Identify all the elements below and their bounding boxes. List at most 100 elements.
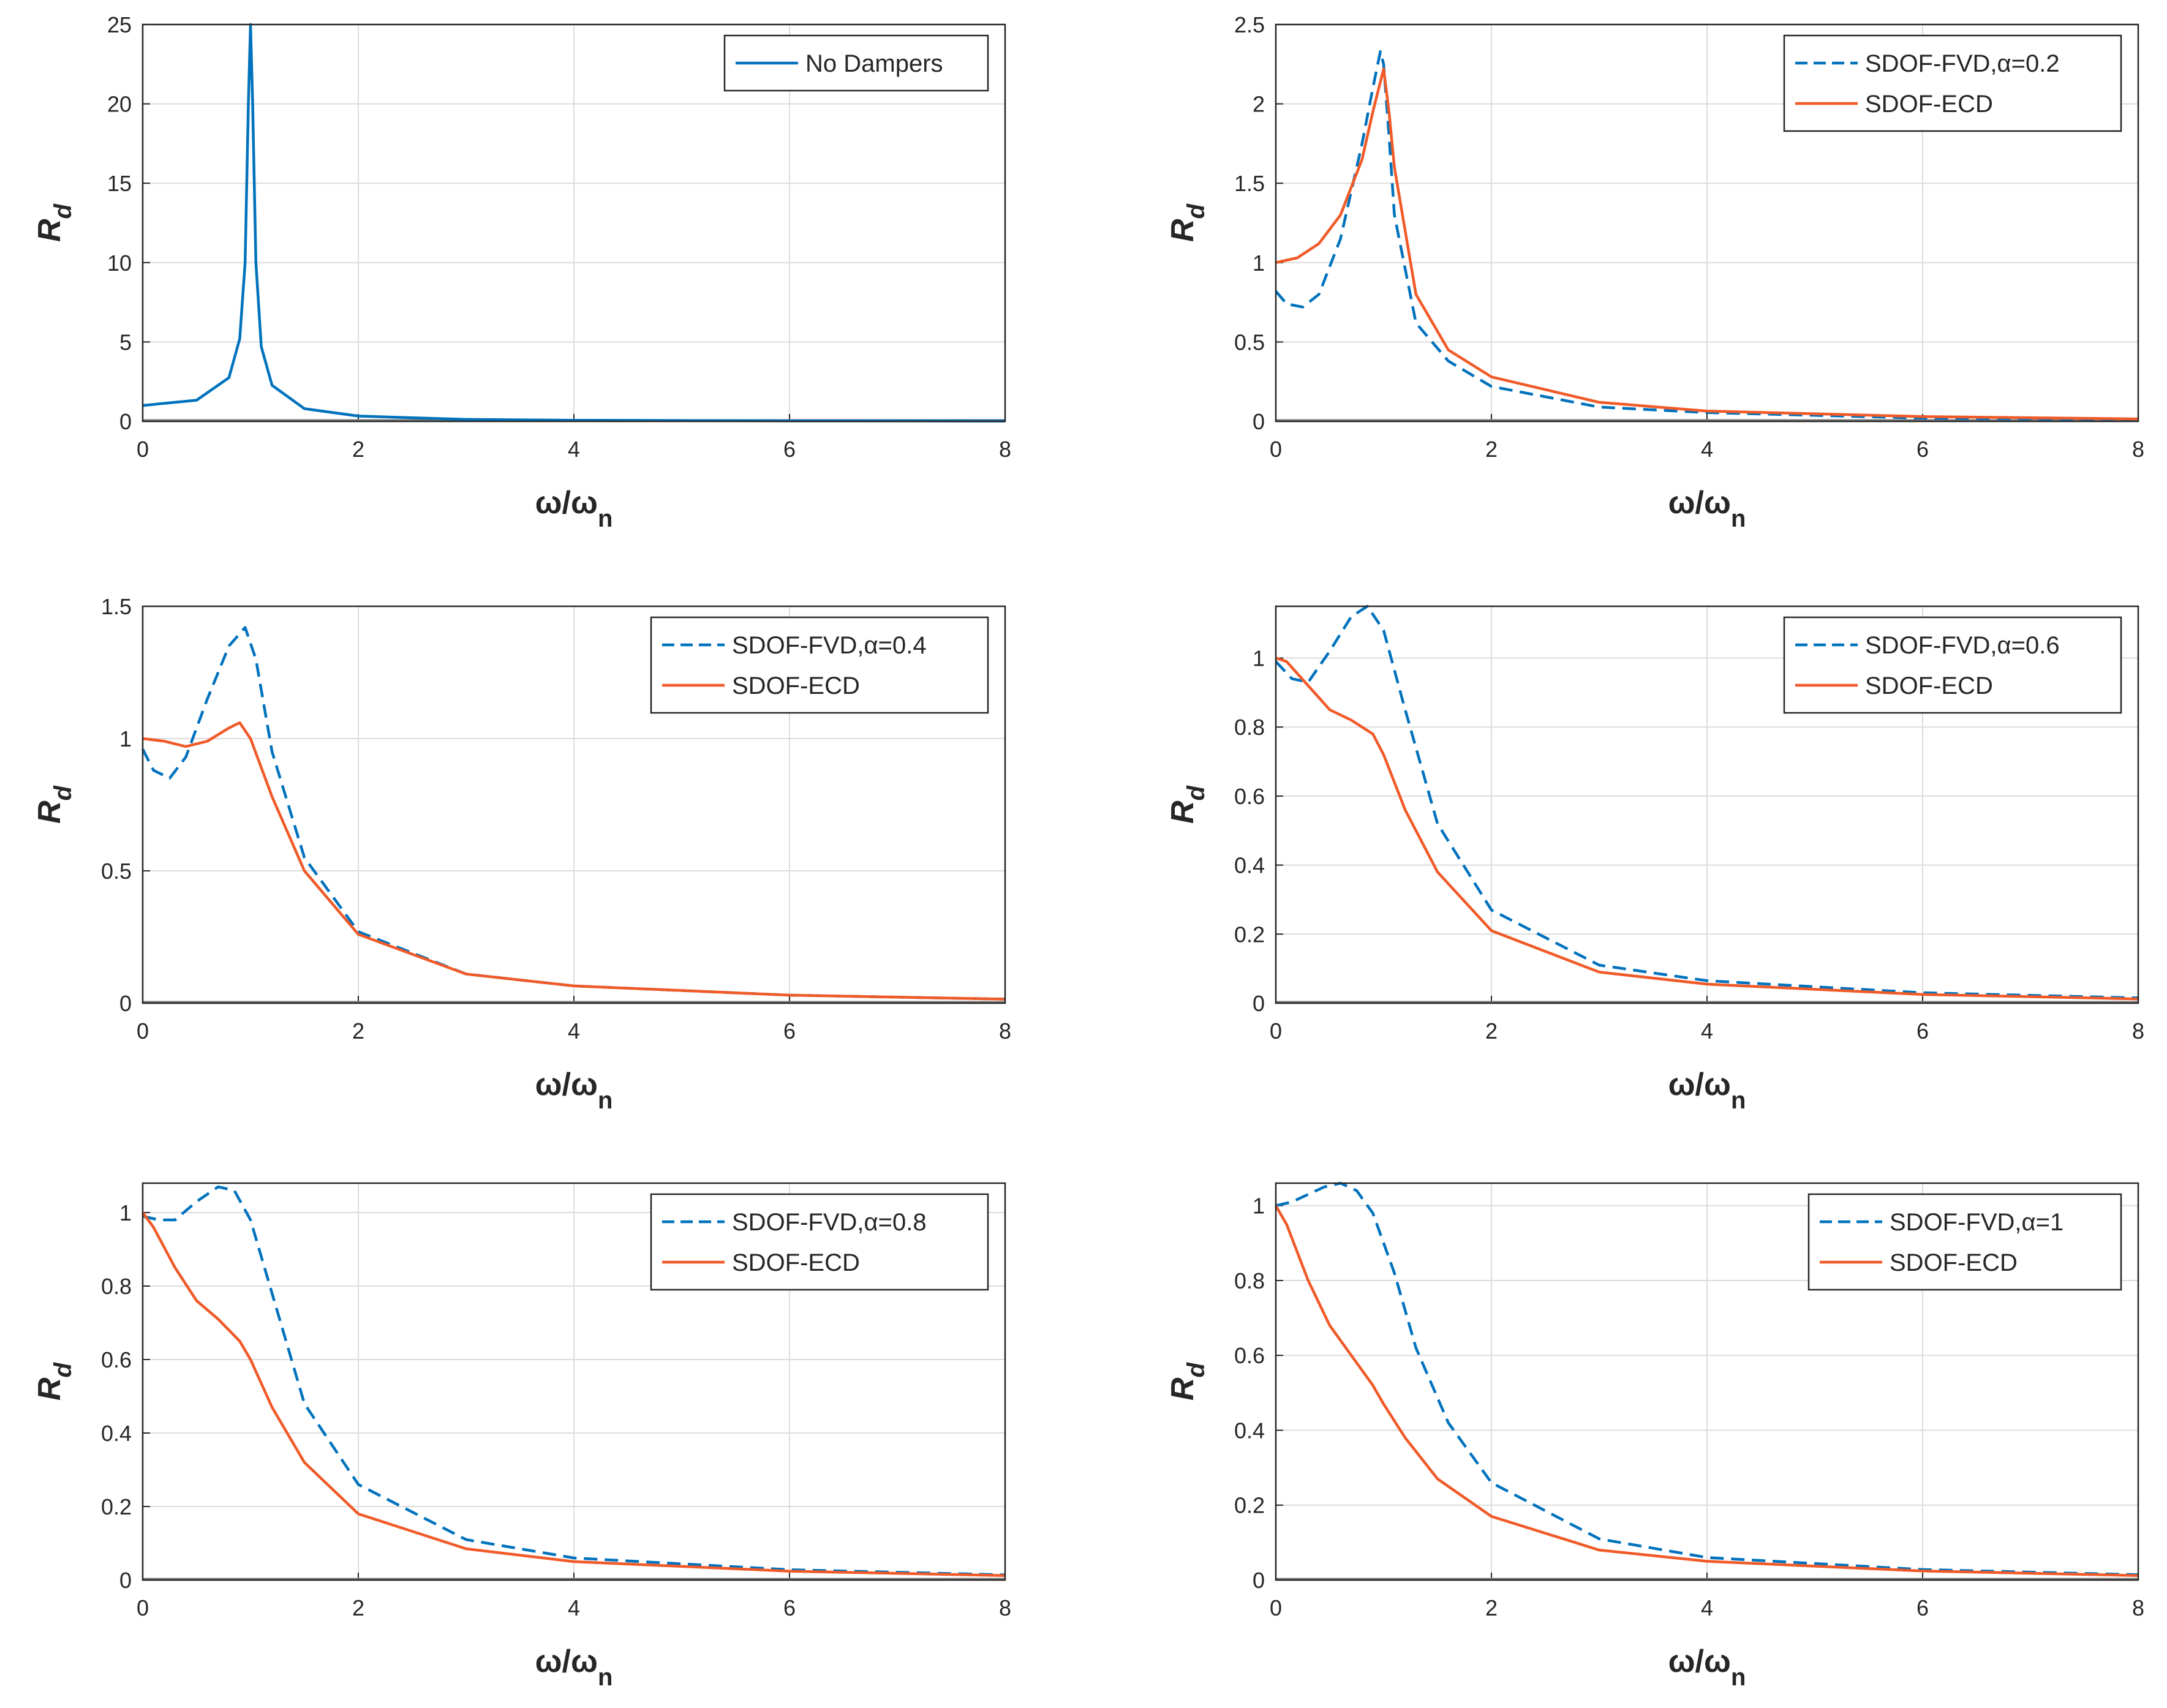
x-tick-label: 6 bbox=[1916, 437, 1929, 462]
legend-box bbox=[1807, 1193, 2122, 1291]
y-tick-label: 0 bbox=[1253, 1568, 1265, 1593]
y-tick-label: 1.5 bbox=[101, 594, 132, 619]
y-axis-label: Rd bbox=[1165, 1361, 1210, 1401]
y-tick-label: 0.8 bbox=[1234, 1268, 1265, 1293]
x-tick-label: 4 bbox=[1701, 1595, 1713, 1620]
x-tick-label: 4 bbox=[568, 1595, 580, 1620]
x-tick-label: 8 bbox=[2132, 1018, 2144, 1044]
x-tick-label: 0 bbox=[137, 1018, 149, 1044]
y-tick-label: 0 bbox=[119, 1568, 132, 1593]
series-line-ecd bbox=[1275, 656, 2139, 1001]
legend-label: SDOF-ECD bbox=[732, 1249, 860, 1276]
legend-label: SDOF-ECD bbox=[1865, 91, 1993, 118]
x-tick-label: 0 bbox=[1270, 437, 1282, 462]
legend: SDOF-FVD,α=0.8 SDOF-ECD bbox=[650, 1193, 989, 1291]
x-tick-label: 0 bbox=[1270, 1595, 1282, 1620]
x-tick-label: 6 bbox=[783, 1018, 796, 1044]
y-tick-label: 1 bbox=[1253, 250, 1265, 276]
y-tick-label: 2.5 bbox=[1234, 12, 1265, 37]
axes-box bbox=[141, 605, 1006, 1004]
x-tick-label: 0 bbox=[1270, 1018, 1282, 1044]
x-tick-label: 2 bbox=[352, 1595, 364, 1620]
legend: SDOF-FVD,α=0.2 SDOF-ECD bbox=[1783, 34, 2122, 132]
legend-label: SDOF-ECD bbox=[732, 672, 860, 699]
legend-box bbox=[650, 1193, 989, 1291]
y-tick-label: 0 bbox=[1253, 409, 1265, 434]
legend-label: SDOF-FVD,α=1 bbox=[1890, 1209, 2063, 1236]
y-tick-label: 0.2 bbox=[101, 1494, 132, 1519]
x-axis-label: ω/ωn bbox=[535, 1644, 613, 1691]
axes-box bbox=[1275, 1182, 2139, 1581]
subplot-4: 0 2 4 6 800.20.40.60.81ω/ωnRdSDOF-FVD,α=0.6S… bbox=[1165, 604, 2144, 1114]
x-tick-label: 6 bbox=[1916, 1595, 1929, 1620]
x-tick-label: 2 bbox=[1485, 1595, 1498, 1620]
x-tick-label: 2 bbox=[1485, 437, 1498, 462]
y-tick-label: 0.4 bbox=[101, 1421, 132, 1446]
legend-label: SDOF-FVD,α=0.2 bbox=[1865, 50, 2060, 77]
y-axis-label: Rd bbox=[1165, 203, 1210, 242]
x-tick-label: 6 bbox=[783, 437, 796, 462]
series-line-fvd bbox=[1275, 604, 2139, 999]
subplot-2: 0 2 4 6 800.511.522.5ω/ωnRdSDOF-FVD,α=0.2SDO… bbox=[1165, 12, 2144, 532]
x-tick-label: 8 bbox=[2132, 1595, 2144, 1620]
y-tick-label: 15 bbox=[107, 171, 132, 196]
x-tick-label: 2 bbox=[352, 437, 364, 462]
x-axis-label: ω/ωn bbox=[1668, 1067, 1746, 1114]
y-tick-label: 0.6 bbox=[1234, 1343, 1265, 1368]
axes-box bbox=[141, 23, 1006, 423]
x-tick-label: 0 bbox=[137, 437, 149, 462]
x-axis-label: ω/ωn bbox=[1668, 485, 1746, 532]
y-tick-label: 1 bbox=[119, 726, 132, 751]
y-tick-label: 0.5 bbox=[1234, 329, 1265, 355]
axes-box bbox=[1275, 23, 2139, 423]
legend-box bbox=[650, 616, 989, 714]
legend: No Dampers bbox=[723, 34, 989, 92]
y-tick-label: 0.6 bbox=[1234, 784, 1265, 809]
y-tick-label: 0.6 bbox=[101, 1347, 132, 1372]
legend-label: SDOF-FVD,α=0.8 bbox=[732, 1209, 927, 1236]
y-tick-label: 2 bbox=[1253, 92, 1265, 117]
y-axis-label: Rd bbox=[32, 203, 77, 242]
series-line-ecd bbox=[1275, 67, 2139, 421]
y-axis-label: Rd bbox=[1165, 784, 1210, 824]
subplot-1: 0 2 4 6 8 0 5 10 15 20 25 ω/ωn Rd No Dampers bbox=[32, 12, 1011, 532]
y-tick-label: 0 bbox=[1253, 991, 1265, 1016]
legend-label: SDOF-FVD,α=0.4 bbox=[732, 632, 927, 659]
series-line-fvd bbox=[1275, 50, 2139, 421]
x-tick-label: 4 bbox=[1701, 437, 1713, 462]
y-tick-label: 1 bbox=[119, 1200, 132, 1225]
y-tick-label: 0.4 bbox=[1234, 1418, 1265, 1443]
axes-box bbox=[1275, 605, 2139, 1004]
y-tick-label: 1.5 bbox=[1234, 171, 1265, 196]
legend: SDOF-FVD,α=0.4 SDOF-ECD bbox=[650, 616, 989, 714]
x-tick-label: 4 bbox=[568, 437, 580, 462]
series-line-fvd bbox=[142, 1185, 1006, 1576]
y-tick-label: 10 bbox=[107, 250, 132, 276]
legend: SDOF-FVD,α=1 SDOF-ECD bbox=[1807, 1193, 2122, 1291]
y-tick-label: 0 bbox=[119, 409, 132, 434]
axes-box bbox=[141, 1182, 1006, 1581]
series-line-ecd bbox=[141, 1211, 1006, 1578]
legend-box bbox=[1783, 34, 2122, 132]
y-tick-label: 1 bbox=[1253, 646, 1265, 671]
x-tick-label: 2 bbox=[352, 1018, 364, 1044]
y-tick-label: 0.8 bbox=[101, 1274, 132, 1299]
series-line-fvd bbox=[1275, 1181, 2139, 1576]
y-tick-label: 0.8 bbox=[1234, 715, 1265, 740]
subplot-3: 0 2 4 6 8 0 0.5 1 1.5 ω/ωn Rd SDOF-FVD,α=0.4 SDOF-EC… bbox=[32, 594, 1011, 1114]
subplot-6: 0 2 4 6 8 0 0.2 0.4 0.6 0.8 1 ω/ωn Rd SDOF-FVD,α=1SDO… bbox=[1165, 1181, 2144, 1691]
x-axis-label: ω/ωn bbox=[1668, 1644, 1746, 1691]
legend-label: SDOF-FVD,α=0.6 bbox=[1865, 632, 2060, 659]
series-line-ecd bbox=[1275, 1205, 2139, 1577]
x-tick-label: 6 bbox=[1916, 1018, 1929, 1044]
x-tick-label: 8 bbox=[999, 1018, 1011, 1044]
y-tick-label: 0.2 bbox=[1234, 1493, 1265, 1518]
x-axis-label: ω/ωn bbox=[535, 1067, 613, 1114]
series-line-no-dampers bbox=[142, 23, 1006, 423]
y-axis-label: Rd bbox=[32, 1361, 77, 1401]
y-tick-label: 0.4 bbox=[1234, 853, 1265, 878]
legend-box bbox=[1783, 616, 2122, 714]
x-tick-label: 2 bbox=[1485, 1018, 1498, 1044]
y-tick-label: 1 bbox=[1253, 1194, 1265, 1219]
